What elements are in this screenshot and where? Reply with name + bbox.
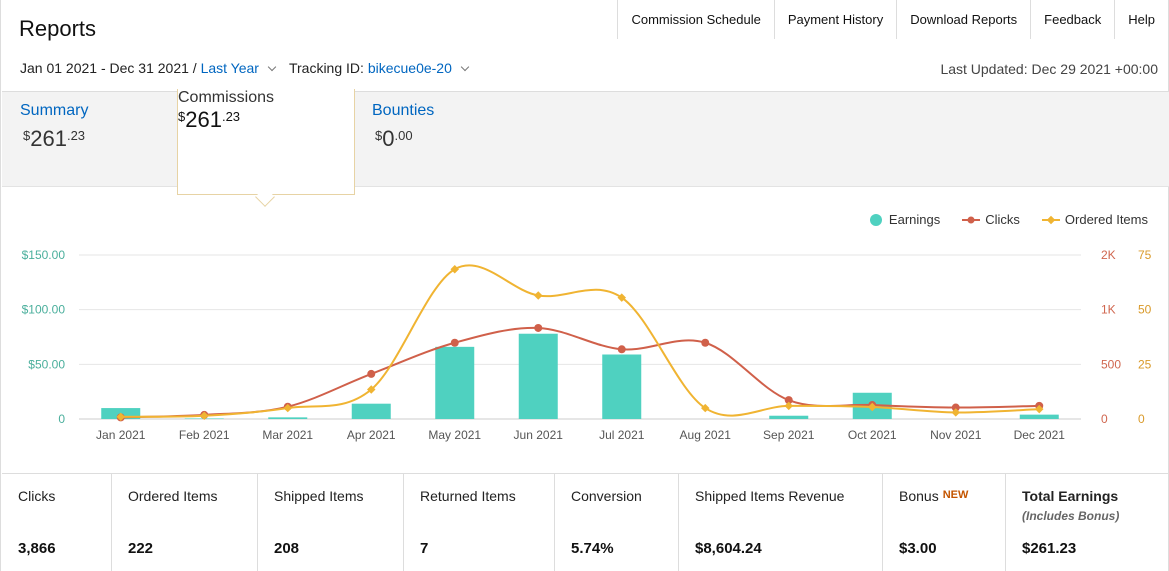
new-badge: NEW (942, 489, 969, 501)
y-axis-left-tick-label: $100.00 (22, 303, 66, 317)
stat-total-earnings: Total Earnings (Includes Bonus) $261.23 (1022, 488, 1120, 557)
ordered-items-legend-marker (1041, 215, 1060, 224)
chevron-down-icon[interactable] (267, 62, 277, 71)
stat-clicks: Clicks 3,866 (2, 474, 112, 571)
x-axis-tick-label: Nov 2021 (930, 428, 982, 442)
stat-ordered-items: Ordered Items 222 (112, 474, 258, 571)
x-axis-tick-label: Mar 2021 (262, 428, 313, 442)
ordered-items-point (784, 401, 793, 411)
ordered-items-line (120, 264, 1040, 418)
tab-commissions-label[interactable]: Commissions (178, 89, 275, 106)
x-axis-tick-label: May 2021 (428, 428, 481, 442)
ordered-items-point (450, 264, 459, 274)
x-axis-tick-label: Feb 2021 (179, 428, 230, 442)
earnings-legend-dot (869, 213, 882, 226)
earnings-bar (518, 333, 558, 419)
y-axis-right-tick-label: 2K (1101, 248, 1116, 262)
y-axis-left-tick-label: $50.00 (28, 357, 65, 371)
help-button[interactable]: Help (1114, 0, 1168, 39)
x-axis-tick-label: Aug 2021 (680, 428, 732, 442)
y-axis-right2-tick-label: 0 (1138, 412, 1145, 426)
top-navigation: Commission Schedule Payment History Down… (617, 0, 1168, 39)
stat-conversion: Conversion 5.74% (555, 474, 679, 571)
stat-shipped-items-revenue: Shipped Items Revenue $8,604.24 (679, 474, 883, 571)
y-axis-right2-tick-label: 50 (1138, 303, 1152, 317)
clicks-point (951, 403, 960, 412)
tab-commissions[interactable]: Commissions $261.23 (177, 89, 355, 195)
clicks-point (784, 396, 793, 405)
legend-earnings[interactable]: Earnings (869, 212, 940, 227)
ordered-items-point (534, 291, 543, 300)
stat-bonus: Bonus NEW $3.00 (883, 474, 1006, 571)
chart-legend: Earnings Clicks Ordered Items (848, 212, 1148, 227)
clicks-point (701, 338, 710, 347)
download-reports-button[interactable]: Download Reports (896, 0, 1031, 39)
y-axis-left-tick-label: 0 (58, 412, 65, 426)
earnings-bar (351, 403, 391, 419)
date-range: Jan 01 2021 - Dec 31 2021 / (20, 60, 197, 76)
y-axis-right2-tick-label: 25 (1138, 357, 1152, 371)
earnings-bar (1019, 414, 1059, 419)
legend-ordered-items[interactable]: Ordered Items (1041, 212, 1148, 227)
payment-history-button[interactable]: Payment History (773, 0, 897, 39)
ordered-items-point (283, 403, 292, 413)
clicks-legend-marker (962, 216, 981, 223)
earnings-bar (268, 417, 308, 419)
tab-bounties-label[interactable]: Bounties (372, 102, 435, 119)
stats-row: Clicks 3,866 Ordered Items 222 Shipped I… (2, 473, 1169, 571)
summary-amount: $261.23 (23, 126, 86, 151)
y-axis-right2-tick-label: 75 (1138, 248, 1152, 262)
commission-schedule-button[interactable]: Commission Schedule (617, 0, 774, 39)
ordered-items-point (868, 402, 877, 412)
x-axis-tick-label: Apr 2021 (347, 428, 396, 442)
stat-shipped-items: Shipped Items 208 (258, 474, 404, 571)
y-axis-right-tick-label: 500 (1101, 357, 1121, 371)
page-title: Reports (19, 16, 97, 41)
ordered-items-point (367, 385, 376, 394)
clicks-point (534, 323, 543, 332)
feedback-button[interactable]: Feedback (1030, 0, 1115, 39)
clicks-point (450, 338, 459, 347)
ordered-items-point (1035, 404, 1044, 414)
ordered-items-point (200, 411, 209, 420)
x-axis-tick-label: Jun 2021 (514, 428, 564, 442)
y-axis-right-tick-label: 0 (1101, 412, 1108, 426)
ordered-items-point (951, 408, 960, 417)
bounties-amount: $0.00 (375, 126, 413, 151)
stat-returned-items: Returned Items 7 (404, 474, 555, 571)
period-dropdown[interactable]: Last Year (200, 60, 259, 76)
clicks-point (617, 345, 626, 354)
clicks-point (367, 369, 376, 378)
legend-clicks[interactable]: Clicks (962, 212, 1020, 227)
tab-summary-label[interactable]: Summary (20, 102, 89, 119)
report-filters: Jan 01 2021 - Dec 31 2021 / Last Year Tr… (20, 60, 482, 76)
tab-summary[interactable]: Summary $261.23 (20, 92, 170, 188)
earnings-bar (602, 354, 642, 419)
tracking-id-dropdown[interactable]: bikecue0e-20 (367, 60, 452, 76)
y-axis-left-tick-label: $150.00 (22, 248, 66, 262)
earnings-bar (435, 346, 475, 419)
x-axis-tick-label: Jul 2021 (599, 428, 645, 442)
x-axis-tick-label: Oct 2021 (848, 428, 897, 442)
x-axis-tick-label: Jan 2021 (96, 428, 146, 442)
earnings-bar (769, 415, 809, 419)
ordered-items-point (116, 412, 125, 422)
earnings-chart: 0 0 0 $50.00 500 25 $100.00 1K 50 $150.00 2K 75 Jan … (22, 248, 1152, 442)
last-updated: Last Updated: Dec 29 2021 +00:00 (940, 61, 1158, 77)
x-axis-tick-label: Sep 2021 (763, 428, 815, 442)
x-axis-tick-label: Dec 2021 (1014, 428, 1066, 442)
tab-bounties[interactable]: Bounties $0.00 (372, 92, 522, 188)
tracking-id-label: Tracking ID: (288, 60, 364, 76)
y-axis-right-tick-label: 1K (1101, 303, 1116, 317)
commissions-amount: $261.23 (178, 107, 241, 132)
clicks-line (120, 326, 1040, 419)
chevron-down-icon[interactable] (460, 62, 470, 71)
